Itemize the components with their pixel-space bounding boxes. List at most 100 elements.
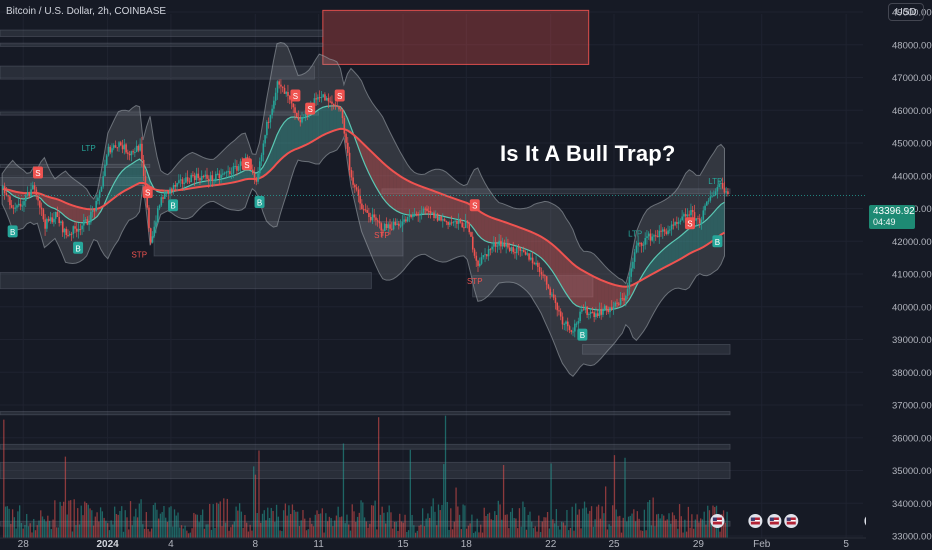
volume-bar (48, 520, 51, 538)
currency-button[interactable]: USD (888, 3, 924, 21)
price-tick: 38000.00 (892, 368, 932, 379)
candle-body (403, 219, 405, 222)
volume-bar (678, 504, 681, 538)
candle-body (644, 238, 647, 245)
time-tick: 15 (397, 539, 409, 550)
volume-bar (270, 507, 272, 538)
volume-bar (73, 499, 75, 538)
ribbon-segment (69, 204, 73, 221)
candle-body (422, 208, 425, 213)
last-price-value: 43396.92 (873, 206, 915, 217)
candle-body (544, 275, 546, 277)
ribbon-segment (368, 148, 373, 180)
price-tick: 48000.00 (892, 40, 932, 51)
candle-body (88, 222, 90, 225)
ribbon-segment (72, 205, 77, 222)
volume-bar (657, 513, 660, 538)
volume-bar (124, 510, 126, 538)
sell-signal: S (469, 199, 480, 212)
candle-body (341, 109, 344, 119)
volume-bar (564, 525, 566, 538)
candle-body (227, 171, 229, 173)
volume-bar (522, 501, 524, 538)
candle-body (260, 154, 263, 162)
ribbon-segment (361, 142, 366, 165)
candle-body (303, 117, 305, 119)
candle-body (280, 84, 282, 87)
ribbon-segment (358, 138, 362, 157)
volume-bar (170, 506, 172, 538)
candle-body (204, 174, 207, 177)
candle-body (392, 221, 395, 230)
candle-body (575, 323, 578, 325)
candle-body (107, 146, 110, 156)
volume-bar (207, 524, 209, 538)
candle-body (623, 298, 625, 301)
candle-body (327, 97, 330, 102)
event-marker-stripe (769, 520, 779, 522)
volume-bar (620, 532, 623, 538)
volume-bar (249, 524, 251, 538)
level-zone (0, 29, 324, 37)
candle-body (53, 218, 55, 223)
volume-bar (291, 504, 294, 538)
candle-body (239, 161, 242, 167)
volume-bar (566, 509, 568, 538)
volume-bar (38, 520, 40, 538)
candle-body (547, 284, 550, 289)
signal-badge (142, 186, 153, 199)
candle-body (431, 212, 434, 214)
signal-label: S (35, 169, 40, 178)
price-tick: 40000.00 (892, 302, 932, 313)
level-zone (0, 461, 731, 480)
candle-body (540, 272, 543, 275)
candle-body (443, 219, 446, 222)
volume-bar (414, 532, 417, 538)
ribbon-segment (696, 224, 700, 251)
volume-bar (377, 417, 380, 538)
candle-body (371, 214, 374, 221)
volume-bar (244, 514, 246, 538)
volume-bar (520, 526, 522, 538)
candle-body (12, 207, 15, 209)
volume-bar (19, 505, 21, 538)
volume-bar (27, 526, 30, 538)
candle-body (447, 221, 449, 225)
event-marker-stripe (750, 520, 760, 522)
ribbon-segment (231, 175, 235, 183)
symbol-title[interactable]: Bitcoin / U.S. Dollar, 2h, COINBASE (6, 6, 167, 17)
signal-label: S (687, 220, 692, 229)
volume-bar (546, 511, 549, 538)
volume-bar (300, 520, 302, 538)
volume-bar (381, 506, 383, 538)
volume-bar (75, 525, 77, 538)
candle-body (355, 187, 358, 190)
candle-body (420, 212, 423, 215)
ribbon-segment (417, 185, 422, 215)
ribbon-segment (132, 161, 137, 187)
volume-bar (85, 503, 88, 538)
candle-body (561, 316, 564, 325)
candle-body (713, 195, 715, 197)
candle-body (498, 240, 500, 246)
volume-bar (15, 528, 17, 538)
volume-bar (724, 522, 726, 538)
candle-body (172, 184, 175, 190)
candle-body (556, 302, 559, 311)
candle-body (721, 183, 724, 189)
volume-bar (159, 513, 162, 538)
candle-body (419, 214, 421, 216)
volume-bar (22, 528, 24, 538)
volume-bar (397, 530, 399, 538)
volume-bar (675, 519, 677, 538)
candle-body (51, 217, 53, 223)
ribbon-segment (569, 260, 573, 303)
ribbon-segment (439, 192, 443, 217)
candle-body (720, 183, 722, 185)
volume-bar (238, 503, 241, 538)
volume-bar (59, 501, 61, 538)
price-tick: 42000.00 (892, 237, 932, 248)
ribbon-segment (477, 210, 482, 239)
ribbon-segment (319, 107, 323, 138)
